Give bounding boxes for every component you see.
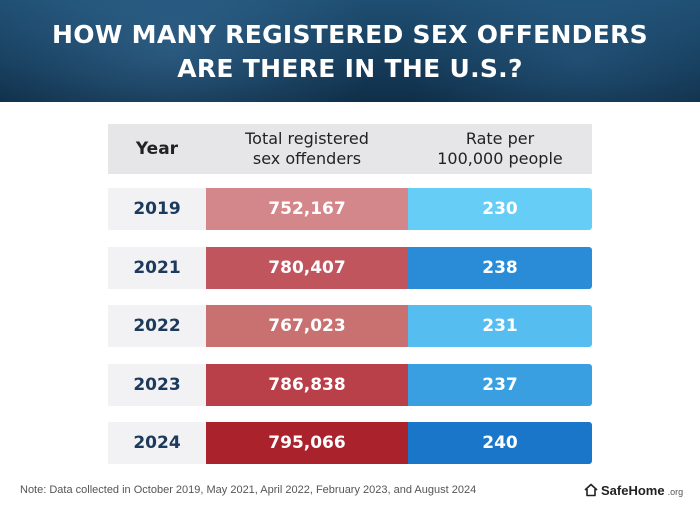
total-cell: 795,066: [206, 422, 408, 464]
year-cell: 2024: [108, 422, 206, 464]
rate-cell: 238: [408, 247, 592, 289]
brand-logo: SafeHome .org: [584, 480, 688, 500]
brand-tld: .org: [667, 486, 684, 497]
table-row: 2021 780,407 238: [108, 247, 592, 289]
total-cell: 786,838: [206, 364, 408, 406]
header-total-line-2: sex offenders: [252, 149, 362, 168]
footnote: Note: Data collected in October 2019, Ma…: [20, 484, 477, 496]
table-row: 2022 767,023 231: [108, 305, 592, 347]
total-cell: 767,023: [206, 305, 408, 347]
year-cell: 2022: [108, 305, 206, 347]
page-title: HOW MANY REGISTERED SEX OFFENDERS ARE TH…: [0, 18, 700, 86]
rate-cell: 230: [408, 188, 592, 230]
year-cell: 2023: [108, 364, 206, 406]
header-banner: HOW MANY REGISTERED SEX OFFENDERS ARE TH…: [0, 0, 700, 102]
total-cell: 752,167: [206, 188, 408, 230]
header-total-line-1: Total registered: [245, 129, 369, 148]
table-row: 2019 752,167 230: [108, 188, 592, 230]
brand-name: SafeHome: [601, 482, 665, 498]
table-header-row: Year Total registered sex offenders Rate…: [108, 124, 592, 174]
header-rate: Rate per 100,000 people: [408, 124, 592, 174]
total-cell: 780,407: [206, 247, 408, 289]
table-row: 2024 795,066 240: [108, 422, 592, 464]
header-total: Total registered sex offenders: [206, 124, 408, 174]
header-rate-line-1: Rate per: [465, 129, 535, 148]
header-year: Year: [135, 139, 179, 159]
title-line-1: HOW MANY REGISTERED SEX OFFENDERS: [52, 20, 648, 49]
rate-cell: 240: [408, 422, 592, 464]
header-rate-line-2: 100,000 people: [437, 149, 563, 168]
year-cell: 2019: [108, 188, 206, 230]
title-line-2: ARE THERE IN THE U.S.?: [177, 54, 523, 83]
rate-cell: 237: [408, 364, 592, 406]
year-cell: 2021: [108, 247, 206, 289]
table-row: 2023 786,838 237: [108, 364, 592, 406]
house-icon: [584, 483, 598, 497]
rate-cell: 231: [408, 305, 592, 347]
